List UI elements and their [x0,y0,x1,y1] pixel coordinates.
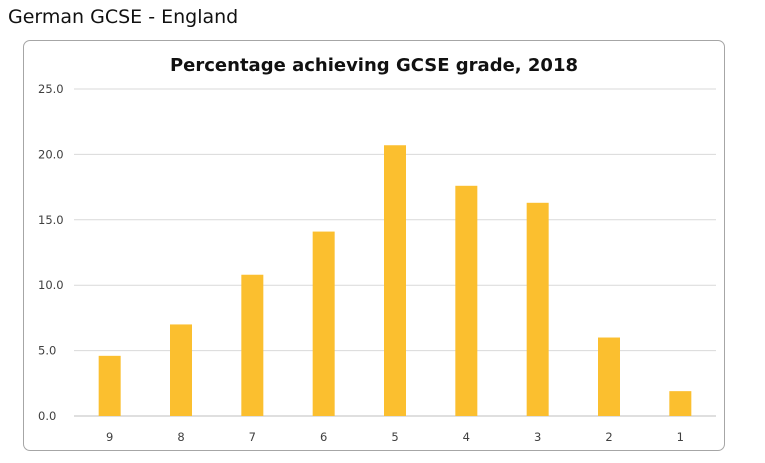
x-tick-label: 8 [177,430,184,444]
bar-grade-9 [98,355,121,416]
bar-grade-3 [526,202,549,416]
y-tick-label: 20.0 [38,147,64,161]
x-tick-label: 9 [106,430,113,444]
y-tick-label: 25.0 [38,82,64,96]
chart-container: Percentage achieving GCSE grade, 2018 0.… [23,40,725,451]
x-tick-label: 6 [320,430,327,444]
x-tick-label: 2 [605,430,612,444]
y-tick-label: 10.0 [38,278,64,292]
page-heading: German GCSE - England [8,6,239,28]
x-tick-label: 5 [391,430,398,444]
bar-grade-4 [455,185,478,416]
x-tick-label: 3 [534,430,541,444]
chart-title: Percentage achieving GCSE grade, 2018 [170,55,578,76]
bar-grade-2 [598,337,620,416]
y-tick-label: 0.0 [38,409,56,423]
bar-grade-7 [241,274,264,416]
y-tick-label: 15.0 [38,213,64,227]
bar-grade-8 [170,324,192,416]
x-tick-label: 4 [463,430,470,444]
bars [98,145,692,416]
x-axis-ticks: 9 8 7 6 5 4 3 2 1 [106,430,684,444]
y-axis-ticks: 0.0 5.0 10.0 15.0 20.0 25.0 [38,82,64,423]
bar-grade-1 [669,391,692,416]
x-tick-label: 7 [249,430,256,444]
bar-grade-6 [312,231,335,416]
bar-grade-5 [384,145,406,416]
bar-chart: Percentage achieving GCSE grade, 2018 0.… [38,55,716,444]
x-tick-label: 1 [677,430,684,444]
y-tick-label: 5.0 [38,344,56,358]
